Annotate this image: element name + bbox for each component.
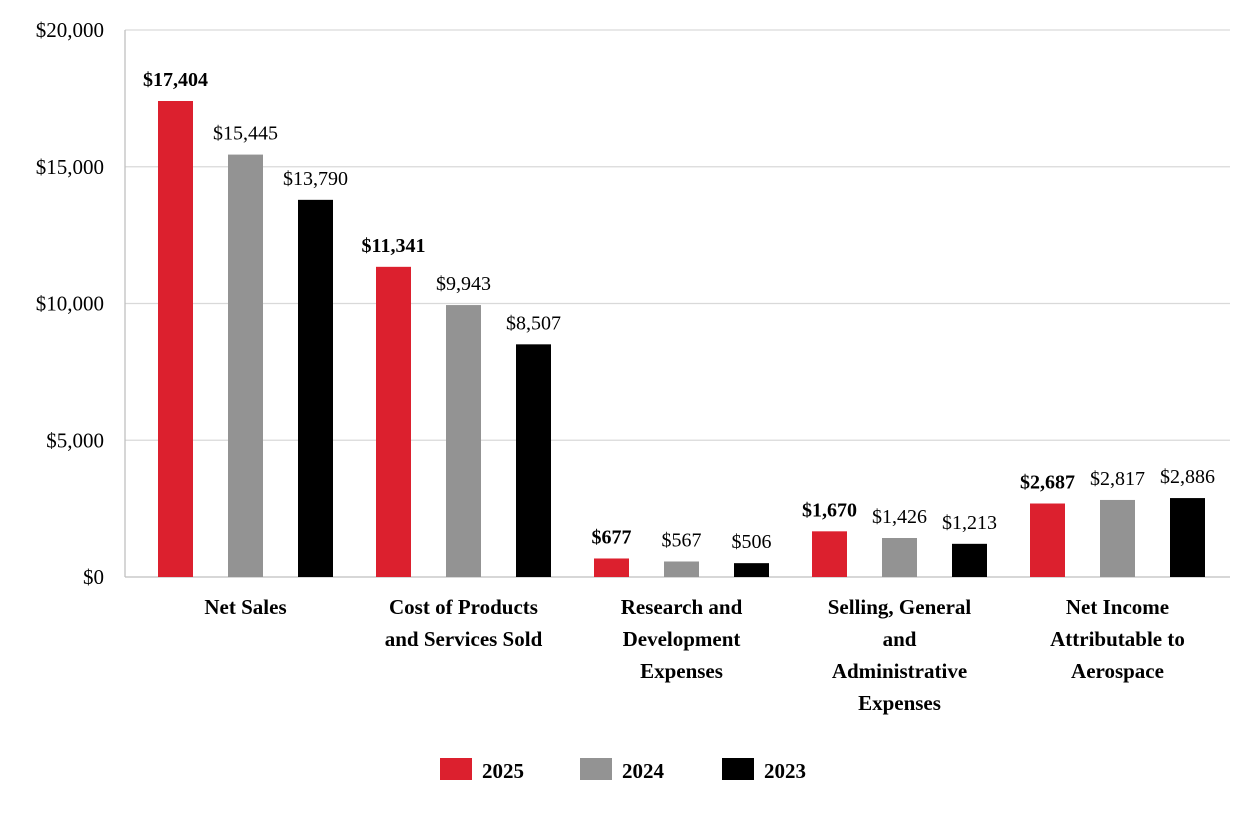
legend-label: 2023 xyxy=(764,759,806,783)
x-tick-label: Development xyxy=(623,627,741,651)
data-label: $9,943 xyxy=(436,273,491,295)
bar-2025 xyxy=(1030,503,1065,577)
data-label: $13,790 xyxy=(283,168,348,190)
x-tick-label: Research and xyxy=(621,595,743,619)
bar-2025 xyxy=(594,558,629,577)
x-tick-label: and xyxy=(883,627,917,651)
data-label: $2,886 xyxy=(1160,466,1215,488)
y-tick-label: $15,000 xyxy=(36,155,104,179)
data-label: $15,445 xyxy=(213,123,278,145)
data-label: $1,213 xyxy=(942,512,997,534)
data-label: $2,817 xyxy=(1090,468,1145,490)
x-tick-label: Selling, General xyxy=(828,595,972,619)
x-tick-label: Administrative xyxy=(832,659,967,683)
bar-2023 xyxy=(734,563,769,577)
legend-label: 2024 xyxy=(622,759,665,783)
bar-2023 xyxy=(516,344,551,577)
bar-2024 xyxy=(882,537,917,577)
bar-2024 xyxy=(664,561,699,577)
y-tick-label: $5,000 xyxy=(46,428,104,452)
data-label: $8,507 xyxy=(506,312,561,334)
bar-2025 xyxy=(158,101,193,577)
x-tick-label: Expenses xyxy=(858,691,941,715)
legend-label: 2025 xyxy=(482,759,524,783)
bar-2024 xyxy=(1100,499,1135,577)
x-tick-label: Expenses xyxy=(640,659,723,683)
data-label: $11,341 xyxy=(362,235,426,257)
bar-2023 xyxy=(1170,498,1205,577)
bar-2024 xyxy=(446,305,481,577)
legend-swatch-2023 xyxy=(722,758,754,780)
bar-2025 xyxy=(376,266,411,577)
x-tick-label: and Services Sold xyxy=(385,627,543,651)
bar-2023 xyxy=(298,199,333,577)
legend-swatch-2024 xyxy=(580,758,612,780)
data-label: $2,687 xyxy=(1020,472,1075,494)
x-tick-label: Cost of Products xyxy=(389,595,538,619)
bar-2025 xyxy=(812,531,847,577)
legend-swatch-2025 xyxy=(440,758,472,780)
data-label: $17,404 xyxy=(143,69,208,91)
y-tick-label: $0 xyxy=(83,565,104,589)
x-tick-label: Net Income xyxy=(1066,595,1169,619)
data-label: $1,426 xyxy=(872,506,927,528)
y-tick-label: $10,000 xyxy=(36,292,104,316)
data-label: $567 xyxy=(662,529,702,551)
x-tick-label: Aerospace xyxy=(1071,659,1164,683)
x-tick-label: Net Sales xyxy=(204,595,286,619)
data-label: $677 xyxy=(592,526,632,548)
data-label: $1,670 xyxy=(802,499,857,521)
y-tick-label: $20,000 xyxy=(36,18,104,42)
x-tick-label: Attributable to xyxy=(1050,627,1185,651)
bar-2024 xyxy=(228,154,263,577)
data-label: $506 xyxy=(732,531,772,553)
bar-2023 xyxy=(952,543,987,577)
